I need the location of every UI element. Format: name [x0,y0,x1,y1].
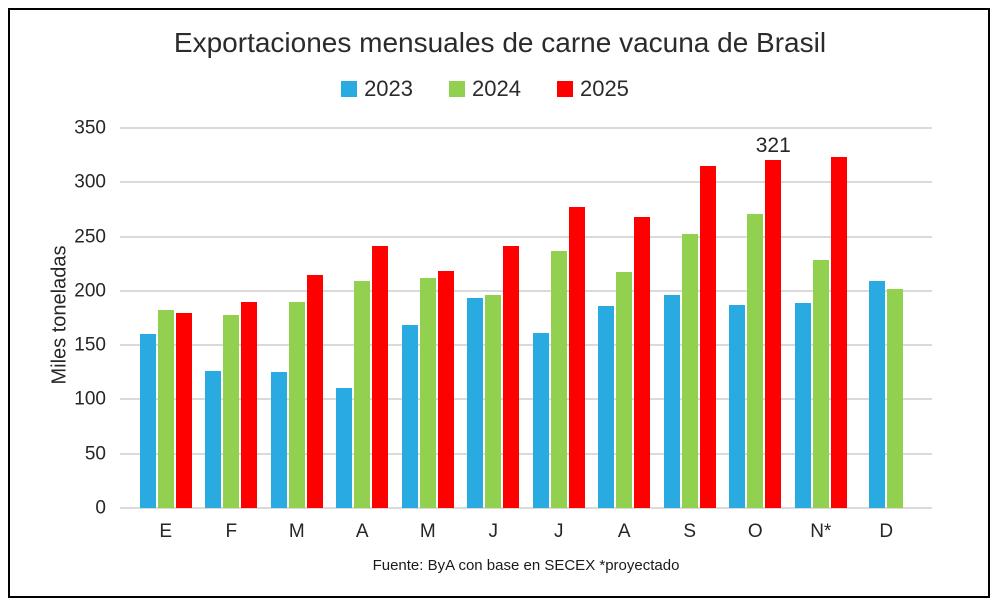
bar-2025-A [372,246,389,508]
gridline [120,507,932,509]
legend-swatch-icon [556,81,573,97]
bar-2024-S [681,234,698,508]
bar-2024-D [887,288,904,508]
bar-2024-N* [812,260,829,508]
bar-group-J [526,128,592,508]
bar-2023-M [270,372,287,508]
bar-2023-N* [794,302,811,508]
legend-item-2025: 2025 [556,76,629,102]
bar-2024-A [354,281,371,508]
bar-2025-E [175,312,192,508]
x-tick-label: A [617,521,631,542]
gridline [120,344,932,347]
bar-group-M [395,128,461,508]
gridline [120,452,932,455]
bar-2025-O: 321 [756,134,791,508]
bar-group-A [592,128,658,508]
bar-group-S [657,128,723,508]
bar-group-A [330,128,396,508]
bar-2025-M [437,271,454,508]
x-tick-label: O [747,521,763,542]
x-tick-label: A [355,521,369,542]
x-tick-label: M [288,521,305,542]
bar-2024-J [550,250,567,508]
bar-2024-E [157,310,174,508]
y-tick-label: 0 [95,497,106,519]
legend-label: 2024 [472,76,521,101]
bar-2024-A [616,272,633,508]
y-tick-label: 250 [74,226,106,248]
bar-group-D [854,128,920,508]
bar-2025-N* [830,157,847,508]
x-tick-label: M [419,521,436,542]
y-tick-label: 300 [74,171,106,193]
legend-swatch-icon [341,81,358,97]
bar-group-J [461,128,527,508]
bar-2024-J [485,295,502,508]
legend-item-2024: 2024 [449,76,521,102]
bar-2023-E [139,334,156,508]
y-tick-label: 100 [74,388,106,410]
bar-value-label: 321 [755,133,791,157]
bar-group-N* [788,128,854,508]
source-note: Fuente: ByA con base en SECEX *proyectad… [372,557,680,574]
y-tick-label: 150 [74,334,106,356]
legend: 2023 2024 2025 [0,76,970,102]
legend-label: 2023 [364,76,414,101]
bar-2024-M [419,277,436,508]
bar-group-O: 321 [723,128,791,508]
legend-item-2023: 2023 [341,76,413,102]
bar-2023-M [401,324,418,508]
bar-2023-J [532,333,549,508]
gridline [120,235,932,238]
x-tick-label: E [159,521,173,542]
bar-group-E [133,128,199,508]
gridline [120,181,932,184]
bar-2023-D [869,281,886,508]
bar-2025-A [634,217,651,508]
bar-2024-M [288,301,305,508]
y-tick-label: 200 [74,280,106,302]
bar-2023-J [467,298,484,508]
bar-2025-J [503,246,520,508]
bar-2023-A [336,387,353,508]
y-axis-tick-labels: 350 300 250 200 150 100 50 0 [0,119,106,518]
gridline [120,398,932,401]
bar-2023-O [729,304,746,508]
x-tick-label: F [225,521,238,542]
bar-2024-O [747,213,764,508]
bar-2025-J [568,207,585,508]
legend-swatch-icon [449,81,466,97]
y-tick-label: 50 [84,443,106,465]
bar-2023-F [205,371,222,508]
x-tick-label: S [683,521,697,542]
gridline [120,127,932,129]
gridline [120,289,932,292]
bar-2025-M [306,274,323,508]
x-tick-label: D [879,521,894,542]
bar-group-F [199,128,265,508]
bar-2023-S [663,295,680,508]
x-axis-tick-labels: E F M A M J J A S O N* D [120,521,932,543]
bar-2023-A [598,306,615,508]
bars-row: 321 [120,128,932,508]
bar-2025-S [699,166,716,508]
y-tick-label: 350 [74,117,106,139]
x-tick-label: J [488,521,499,542]
bar-2025-F [241,301,258,508]
bar-2024-F [223,314,240,508]
plot-area [120,127,932,509]
legend-label: 2025 [579,76,629,101]
bar-group-M [264,128,330,508]
x-tick-label: J [554,521,564,542]
chart-title: Exportaciones mensuales de carne vacuna … [173,27,827,58]
x-tick-label: N* [810,521,832,542]
